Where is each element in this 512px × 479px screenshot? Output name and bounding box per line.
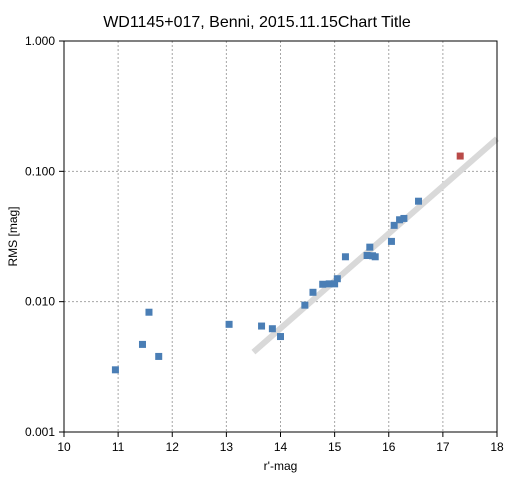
highlight-data-point: [456, 152, 464, 160]
x-tick-label: 12: [166, 440, 180, 454]
y-axis-label: RMS [mag]: [6, 206, 20, 266]
data-point: [363, 252, 371, 260]
data-point: [371, 253, 379, 261]
data-point: [387, 237, 395, 245]
data-point: [319, 280, 327, 288]
data-point: [145, 308, 153, 316]
y-tick-label: 0.100: [25, 164, 55, 178]
data-point: [225, 320, 233, 328]
data-point: [277, 333, 284, 341]
grid: [64, 41, 497, 432]
data-point: [155, 352, 163, 360]
x-tick-label: 11: [112, 440, 125, 454]
data-point: [400, 214, 408, 222]
x-tick-label: 16: [382, 440, 396, 454]
trendline: [251, 136, 499, 355]
data-point: [415, 197, 423, 205]
data-point: [341, 253, 349, 261]
x-tick-label: 13: [220, 440, 234, 454]
data-points: [111, 152, 464, 374]
x-axis-label: r'-mag: [264, 459, 298, 473]
x-tick-label: 17: [436, 440, 450, 454]
trendline-layer: [251, 136, 499, 355]
data-point: [301, 301, 309, 309]
data-point: [366, 243, 374, 251]
x-tick-label: 15: [328, 440, 342, 454]
data-point: [258, 322, 266, 330]
tick-labels: 10 11 12 13 14 15 16 17 18 0.001 0.010 0.100 1.000: [25, 34, 504, 454]
data-point: [331, 280, 339, 288]
data-point: [333, 275, 341, 283]
y-tick-label: 0.010: [25, 295, 55, 309]
data-point: [325, 280, 333, 288]
x-tick-label: 14: [274, 440, 288, 454]
data-point: [390, 221, 398, 229]
data-point: [268, 325, 276, 333]
y-tick-label: 0.001: [25, 425, 55, 439]
data-point: [138, 340, 146, 348]
x-tick-label: 10: [57, 440, 71, 454]
x-tick-label: 18: [490, 440, 504, 454]
data-point: [111, 366, 119, 374]
y-tick-label: 1.000: [25, 34, 55, 48]
data-point: [396, 216, 404, 224]
data-point: [309, 288, 317, 296]
chart-title: WD1145+017, Benni, 2015.11.15Chart Title: [103, 14, 411, 31]
